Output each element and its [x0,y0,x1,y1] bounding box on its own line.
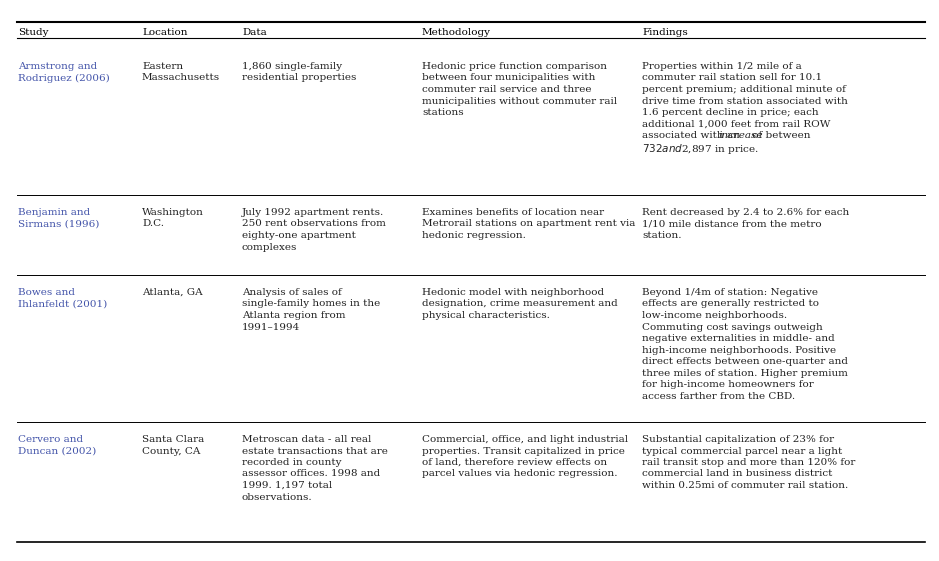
Text: single-family homes in the: single-family homes in the [242,300,380,309]
Text: of land, therefore review effects on: of land, therefore review effects on [422,458,608,467]
Text: low-income neighborhoods.: low-income neighborhoods. [642,311,787,320]
Text: commuter rail station sell for 10.1: commuter rail station sell for 10.1 [642,73,823,82]
Text: direct effects between one-quarter and: direct effects between one-quarter and [642,357,848,366]
Text: hedonic regression.: hedonic regression. [422,231,526,240]
Text: 1/10 mile distance from the metro: 1/10 mile distance from the metro [642,219,822,228]
Text: for high-income homeowners for: for high-income homeowners for [642,380,814,389]
Text: Atlanta region from: Atlanta region from [242,311,346,320]
Text: $732 and $2,897 in price.: $732 and $2,897 in price. [642,142,759,157]
Text: access farther from the CBD.: access farther from the CBD. [642,392,795,401]
Text: effects are generally restricted to: effects are generally restricted to [642,300,819,309]
Text: parcel values via hedonic regression.: parcel values via hedonic regression. [422,470,618,479]
Text: 1991–1994: 1991–1994 [242,323,300,332]
Text: percent premium; additional minute of: percent premium; additional minute of [642,85,846,94]
Text: 250 rent observations from: 250 rent observations from [242,219,386,228]
Text: Study: Study [18,28,49,37]
Text: D.C.: D.C. [142,219,164,228]
Text: Beyond 1/4m of station: Negative: Beyond 1/4m of station: Negative [642,288,818,297]
Text: commuter rail service and three: commuter rail service and three [422,85,592,94]
Text: associated with an: associated with an [642,131,743,140]
Text: residential properties: residential properties [242,73,357,82]
Text: Massachusetts: Massachusetts [142,73,220,82]
Text: increase: increase [719,131,763,140]
Text: Hedonic model with neighborhood: Hedonic model with neighborhood [422,288,604,297]
Text: Methodology: Methodology [422,28,491,37]
Text: of between: of between [748,131,810,140]
Text: Duncan (2002): Duncan (2002) [18,447,97,456]
Text: estate transactions that are: estate transactions that are [242,447,388,456]
Text: 1,860 single-family: 1,860 single-family [242,62,342,71]
Text: Washington: Washington [142,208,204,217]
Text: County, CA: County, CA [142,447,200,456]
Text: Santa Clara: Santa Clara [142,435,205,444]
Text: stations: stations [422,108,464,117]
Text: Rent decreased by 2.4 to 2.6% for each: Rent decreased by 2.4 to 2.6% for each [642,208,849,217]
Text: Analysis of sales of: Analysis of sales of [242,288,342,297]
Text: municipalities without commuter rail: municipalities without commuter rail [422,96,617,105]
Text: within 0.25mi of commuter rail station.: within 0.25mi of commuter rail station. [642,481,848,490]
Text: eighty-one apartment: eighty-one apartment [242,231,356,240]
Text: July 1992 apartment rents.: July 1992 apartment rents. [242,208,384,217]
Text: Armstrong and: Armstrong and [18,62,98,71]
Text: designation, crime measurement and: designation, crime measurement and [422,300,618,309]
Text: typical commercial parcel near a light: typical commercial parcel near a light [642,447,842,456]
Text: 1.6 percent decline in price; each: 1.6 percent decline in price; each [642,108,819,117]
Text: Commuting cost savings outweigh: Commuting cost savings outweigh [642,323,823,332]
Text: drive time from station associated with: drive time from station associated with [642,96,848,105]
Text: properties. Transit capitalized in price: properties. Transit capitalized in price [422,447,624,456]
Text: commercial land in business district: commercial land in business district [642,470,832,479]
Text: Metrorail stations on apartment rent via: Metrorail stations on apartment rent via [422,219,636,228]
Text: Findings: Findings [642,28,687,37]
Text: Sirmans (1996): Sirmans (1996) [18,219,100,228]
Text: Cervero and: Cervero and [18,435,84,444]
Text: high-income neighborhoods. Positive: high-income neighborhoods. Positive [642,346,836,355]
Text: Eastern: Eastern [142,62,183,71]
Text: Ihlanfeldt (2001): Ihlanfeldt (2001) [18,300,107,309]
Text: Examines benefits of location near: Examines benefits of location near [422,208,604,217]
Text: Metroscan data - all real: Metroscan data - all real [242,435,372,444]
Text: physical characteristics.: physical characteristics. [422,311,550,320]
Text: additional 1,000 feet from rail ROW: additional 1,000 feet from rail ROW [642,119,830,128]
Text: observations.: observations. [242,493,313,502]
Text: Data: Data [242,28,267,37]
Text: Bowes and: Bowes and [18,288,75,297]
Text: Commercial, office, and light industrial: Commercial, office, and light industrial [422,435,628,444]
Text: Hedonic price function comparison: Hedonic price function comparison [422,62,607,71]
Text: complexes: complexes [242,242,298,251]
Text: rail transit stop and more than 120% for: rail transit stop and more than 120% for [642,458,855,467]
Text: Atlanta, GA: Atlanta, GA [142,288,203,297]
Text: between four municipalities with: between four municipalities with [422,73,595,82]
Text: recorded in county: recorded in county [242,458,342,467]
Text: Location: Location [142,28,188,37]
Text: Properties within 1/2 mile of a: Properties within 1/2 mile of a [642,62,802,71]
Text: 1999. 1,197 total: 1999. 1,197 total [242,481,332,490]
Text: Rodriguez (2006): Rodriguez (2006) [18,73,110,82]
Text: three miles of station. Higher premium: three miles of station. Higher premium [642,369,848,378]
Text: assessor offices. 1998 and: assessor offices. 1998 and [242,470,380,479]
Text: negative externalities in middle- and: negative externalities in middle- and [642,334,835,343]
Text: Benjamin and: Benjamin and [18,208,90,217]
Text: Substantial capitalization of 23% for: Substantial capitalization of 23% for [642,435,834,444]
Text: station.: station. [642,231,682,240]
